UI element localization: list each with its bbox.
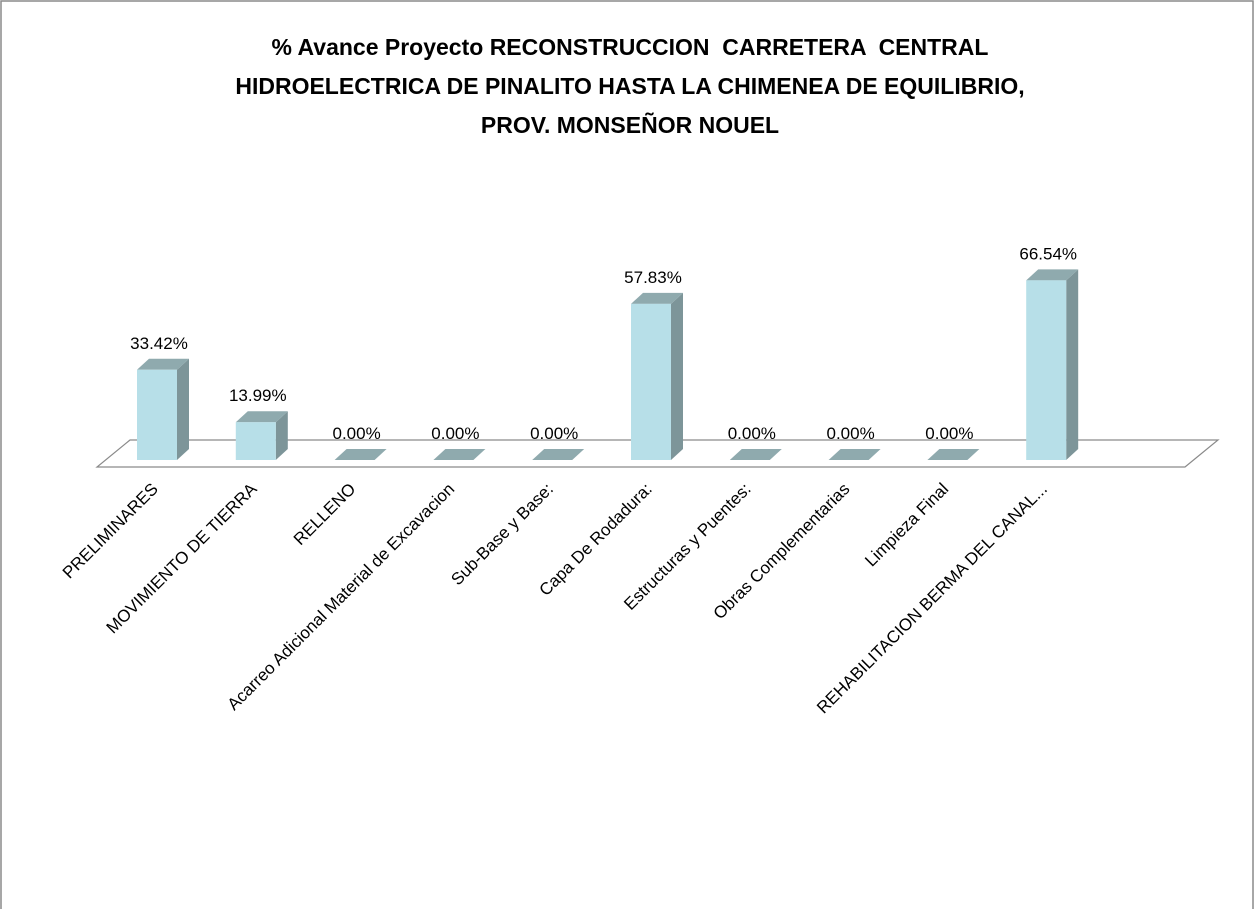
data-label: 13.99% bbox=[229, 386, 287, 405]
bar bbox=[1026, 269, 1079, 460]
bar-front bbox=[235, 422, 276, 460]
data-label: 0.00% bbox=[826, 424, 874, 443]
chart-title: PROV. MONSEÑOR NOUEL bbox=[481, 111, 779, 138]
bar-top bbox=[532, 449, 585, 460]
data-label: 57.83% bbox=[624, 268, 682, 287]
bar-side bbox=[671, 292, 683, 460]
data-label: 0.00% bbox=[332, 424, 380, 443]
bar-top bbox=[433, 449, 486, 460]
bar bbox=[235, 411, 288, 460]
bar-top bbox=[235, 411, 288, 423]
bar-top bbox=[828, 449, 881, 460]
data-label: 0.00% bbox=[530, 424, 578, 443]
bar-top bbox=[137, 358, 189, 370]
bar bbox=[334, 449, 387, 460]
bar bbox=[927, 449, 980, 460]
bar-top bbox=[631, 292, 683, 304]
data-label: 66.54% bbox=[1019, 244, 1077, 263]
bar-front bbox=[1026, 280, 1067, 460]
bar-top bbox=[729, 449, 782, 460]
bar-front bbox=[137, 369, 177, 460]
data-label: 0.00% bbox=[925, 424, 973, 443]
bar bbox=[631, 292, 683, 460]
bar-side bbox=[275, 411, 288, 460]
chart-title: HIDROELECTRICA DE PINALITO HASTA LA CHIM… bbox=[235, 73, 1024, 99]
bar bbox=[433, 449, 486, 460]
bar bbox=[137, 358, 189, 460]
bar bbox=[532, 449, 585, 460]
bar-top bbox=[334, 449, 387, 460]
chart-title: % Avance Proyecto RECONSTRUCCION CARRETE… bbox=[272, 34, 989, 60]
bar-side bbox=[177, 358, 189, 460]
bar-top bbox=[927, 449, 980, 460]
bar bbox=[828, 449, 881, 460]
data-label: 33.42% bbox=[130, 334, 188, 353]
bar-top bbox=[1026, 269, 1079, 281]
bar-side bbox=[1066, 269, 1079, 460]
bar-front bbox=[631, 303, 671, 460]
data-label: 0.00% bbox=[431, 424, 479, 443]
data-label: 0.00% bbox=[728, 424, 776, 443]
bar bbox=[729, 449, 782, 460]
